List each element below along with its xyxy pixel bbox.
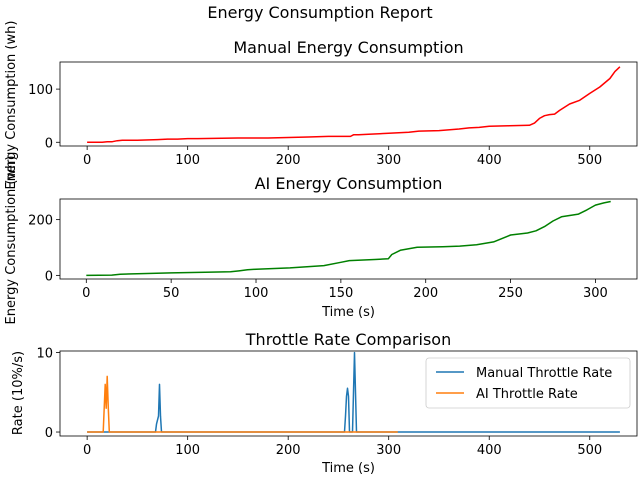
y-tick-label: 200	[28, 214, 53, 229]
series-line-1	[87, 66, 621, 144]
series-line-1	[86, 200, 611, 277]
legend-label: Manual Throttle Rate	[476, 366, 612, 381]
y-tick-label: 0	[45, 426, 53, 441]
chart-title: Throttle Rate Comparison	[245, 330, 451, 349]
plot-frame	[59, 61, 638, 147]
y-axis-label: Energy Consumption (wh)	[4, 21, 19, 190]
x-tick-label: 400	[477, 443, 502, 458]
y-axis-label: Rate (10%/s)	[11, 351, 26, 435]
figure-title: Energy Consumption Report	[207, 3, 432, 22]
x-tick-label: 50	[163, 286, 180, 301]
y-axis-label: Energy Consumption (wh)	[4, 156, 19, 325]
x-tick-label: 100	[244, 286, 269, 301]
x-tick-label: 300	[583, 286, 608, 301]
x-tick-label: 250	[498, 286, 523, 301]
series-line-1	[87, 351, 620, 433]
legend-label: AI Throttle Rate	[476, 387, 578, 402]
plot-frame	[59, 198, 638, 280]
chart-title: Manual Energy Consumption	[233, 38, 463, 57]
x-tick-label: 200	[276, 153, 301, 168]
x-tick-label: 300	[376, 443, 401, 458]
y-tick-label: 100	[28, 83, 53, 98]
x-tick-label: 0	[83, 153, 91, 168]
y-tick-label: 10	[36, 347, 53, 362]
x-axis-label: Time (s)	[321, 461, 375, 476]
x-tick-label: 200	[276, 443, 301, 458]
plot-frame	[59, 350, 638, 437]
chart-title: AI Energy Consumption	[255, 174, 443, 193]
x-tick-label: 100	[175, 153, 200, 168]
chart-panel-2: 0 50 100 150 200 250 300 0 200 AI Energy Consumpt…	[4, 156, 638, 325]
x-tick-label: 400	[477, 153, 502, 168]
chart-panel-1: 0 100 200 300 400 500 0 100 Manual Energy Consum…	[4, 21, 638, 190]
x-tick-label: 300	[376, 153, 401, 168]
x-axis-label: Time (s)	[321, 305, 375, 320]
series-line-2	[87, 375, 398, 433]
x-tick-label: 500	[577, 153, 602, 168]
x-tick-label: 500	[577, 443, 602, 458]
x-tick-label: 200	[413, 286, 438, 301]
x-tick-label: 0	[83, 443, 91, 458]
x-tick-label: 0	[82, 286, 90, 301]
y-tick-label: 0	[45, 136, 53, 151]
chart-panel-3: 0 100 200 300 400 500 0 10 Throttle Rate Compari…	[11, 330, 638, 476]
legend-box	[425, 357, 631, 409]
x-tick-label: 150	[328, 286, 353, 301]
x-tick-label: 100	[175, 443, 200, 458]
y-tick-label: 0	[45, 269, 53, 284]
